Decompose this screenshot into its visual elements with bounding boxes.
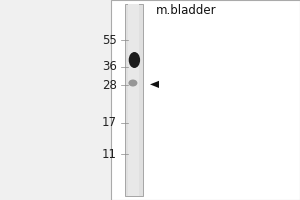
Bar (124, 4, 142, 196)
Bar (128, 4, 139, 196)
Text: 55: 55 (102, 33, 117, 46)
Polygon shape (150, 81, 159, 88)
Ellipse shape (129, 52, 140, 68)
Text: 36: 36 (102, 60, 117, 73)
Bar (111, 0, 300, 200)
Ellipse shape (128, 79, 137, 86)
Text: m.bladder: m.bladder (156, 4, 216, 18)
Text: 28: 28 (102, 79, 117, 92)
Text: 11: 11 (102, 148, 117, 160)
Text: 17: 17 (102, 116, 117, 130)
